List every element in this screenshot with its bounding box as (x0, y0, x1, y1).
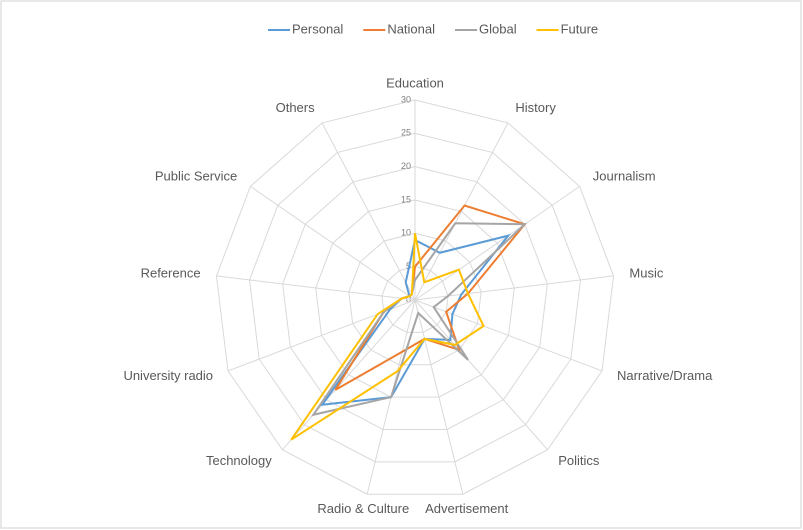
legend-label: Global (479, 21, 517, 36)
category-label: Others (276, 100, 316, 115)
series-line (290, 233, 485, 441)
category-label: Advertisement (425, 501, 508, 516)
r-tick-label: 10 (401, 228, 411, 238)
spoke (414, 122, 509, 301)
category-label: University radio (123, 368, 213, 383)
category-label: Music (629, 265, 663, 280)
legend-label: Future (561, 21, 599, 36)
category-label: Journalism (593, 169, 656, 184)
legend-label: Personal (292, 21, 343, 36)
category-label: Education (386, 75, 444, 90)
spoke (414, 299, 548, 451)
grid-ring (249, 132, 581, 463)
spoke (321, 122, 416, 301)
grid-ring (315, 199, 515, 398)
spoke (216, 275, 416, 301)
r-tick-label: 25 (401, 128, 411, 138)
category-label: Technology (206, 453, 272, 468)
spoke (250, 185, 416, 301)
category-label: Politics (558, 453, 600, 468)
category-label: Public Service (155, 169, 237, 184)
r-tick-label: 15 (401, 194, 411, 204)
category-label: Radio & Culture (317, 501, 409, 516)
category-label: Narrative/Drama (617, 368, 713, 383)
grid-ring (215, 99, 615, 495)
grid-ring (348, 232, 482, 366)
grid-ring (282, 166, 548, 430)
spoke (282, 299, 416, 451)
category-label: History (515, 100, 556, 115)
category-label: Reference (141, 265, 201, 280)
spoke (414, 185, 580, 301)
legend-label: National (387, 21, 435, 36)
r-tick-label: 30 (401, 94, 411, 104)
grid-ring (381, 266, 449, 333)
r-tick-label: 20 (401, 161, 411, 171)
spoke (414, 299, 464, 495)
